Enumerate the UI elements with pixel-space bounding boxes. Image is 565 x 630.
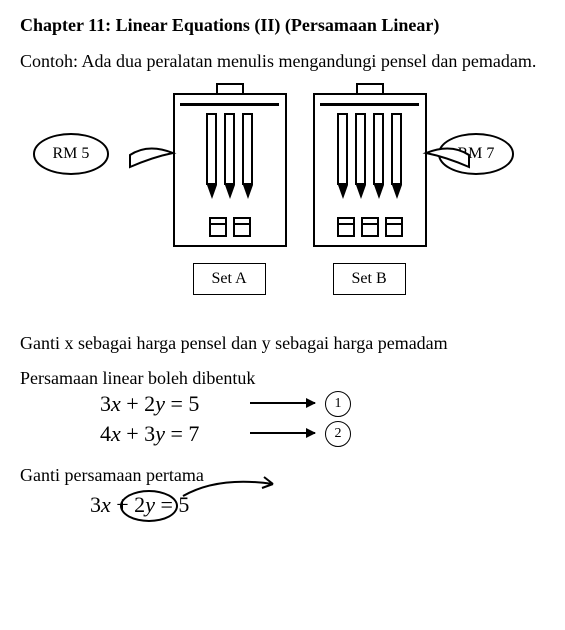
eraser-icon (337, 217, 355, 237)
arrow-icon (250, 402, 315, 404)
case-band (180, 103, 279, 106)
case-band (320, 103, 419, 106)
arrow-icon (250, 432, 315, 434)
chapter-title: Chapter 11: Linear Equations (II) (Persa… (20, 15, 545, 36)
pencil-icon (355, 113, 366, 203)
pencil-icon (242, 113, 253, 203)
equation-1: 3x + 2y = 5 (100, 391, 199, 417)
erasers-b (315, 217, 425, 237)
pencil-icon (337, 113, 348, 203)
price-bubble-a: RM 5 (33, 133, 110, 175)
equation-2: 4x + 3y = 7 (100, 421, 199, 447)
curved-arrow-icon (178, 474, 288, 504)
final-equation: 3x + 2y = 5 (90, 492, 545, 518)
pencil-icon (224, 113, 235, 203)
eraser-icon (233, 217, 251, 237)
case-handle (216, 83, 244, 95)
label-set-a: Set A (193, 263, 266, 295)
eraser-icon (361, 217, 379, 237)
equation-number-2: 2 (325, 421, 351, 447)
equation-number-1: 1 (325, 391, 351, 417)
erasers-a (175, 217, 285, 237)
case-set-b (313, 93, 427, 247)
pencils-b (315, 113, 425, 203)
substitution-text: Ganti x sebagai harga pensel dan y sebag… (20, 333, 545, 354)
eraser-icon (385, 217, 403, 237)
bubble-tail-icon (128, 145, 178, 175)
equations-block: 3x + 2y = 5 4x + 3y = 7 1 2 (100, 391, 545, 459)
case-handle (356, 83, 384, 95)
eraser-icon (209, 217, 227, 237)
intro-text: Contoh: Ada dua peralatan menulis mengan… (20, 50, 545, 73)
diagram: RM 5 RM 7 Set A Set B (23, 83, 543, 323)
pencil-icon (391, 113, 402, 203)
pencil-icon (373, 113, 384, 203)
pencils-a (175, 113, 285, 203)
linear-heading: Persamaan linear boleh dibentuk (20, 368, 545, 389)
bubble-tail-icon (421, 145, 471, 175)
final-eq-pre: 3 (90, 492, 101, 517)
case-set-a (173, 93, 287, 247)
pencil-icon (206, 113, 217, 203)
oval-highlight-icon (120, 490, 178, 522)
label-set-b: Set B (333, 263, 406, 295)
